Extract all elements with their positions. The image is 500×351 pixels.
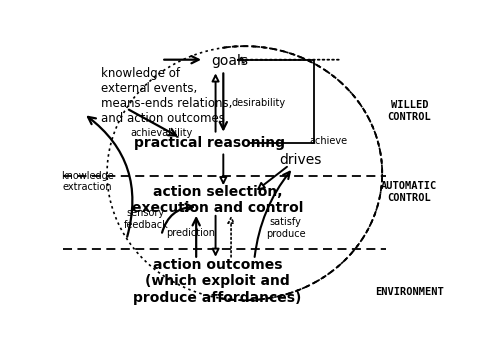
Text: prediction: prediction xyxy=(166,228,215,238)
Text: produce: produce xyxy=(266,229,306,239)
Text: action outcomes
(which exploit and
produce affordances): action outcomes (which exploit and produ… xyxy=(134,258,302,305)
Text: AUTOMATIC
CONTROL: AUTOMATIC CONTROL xyxy=(381,181,438,203)
Text: drives: drives xyxy=(280,153,322,167)
Text: achievability: achievability xyxy=(130,128,192,138)
Text: desirability: desirability xyxy=(231,98,285,108)
Text: knowledge
extraction: knowledge extraction xyxy=(62,171,114,192)
Text: knowledge of
external events,
means-ends relations,
and action outcomes: knowledge of external events, means-ends… xyxy=(101,67,232,125)
Text: action selection,
execution and control: action selection, execution and control xyxy=(132,185,303,215)
Text: achieve: achieve xyxy=(309,136,347,146)
Text: satisfy: satisfy xyxy=(270,217,302,227)
Text: practical reasoning: practical reasoning xyxy=(134,137,285,151)
Text: goals: goals xyxy=(212,54,248,68)
Text: ENVIRONMENT: ENVIRONMENT xyxy=(375,287,444,297)
Text: sensory
feedback: sensory feedback xyxy=(124,208,168,230)
Text: WILLED
CONTROL: WILLED CONTROL xyxy=(388,100,431,122)
